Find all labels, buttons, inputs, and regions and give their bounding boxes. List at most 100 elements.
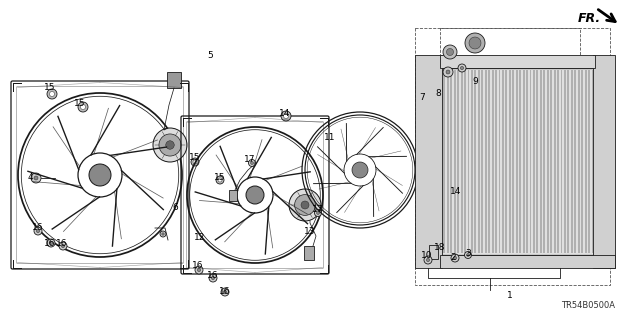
Circle shape bbox=[458, 64, 466, 72]
Bar bbox=[533, 70, 535, 253]
Bar bbox=[516, 70, 518, 253]
Text: TR54B0500A: TR54B0500A bbox=[561, 301, 615, 310]
Text: 1: 1 bbox=[507, 291, 513, 300]
Circle shape bbox=[294, 195, 316, 215]
Bar bbox=[447, 70, 449, 253]
Circle shape bbox=[317, 212, 319, 214]
Circle shape bbox=[49, 92, 54, 97]
Bar bbox=[457, 70, 459, 253]
Bar bbox=[547, 70, 548, 253]
Bar bbox=[440, 68, 595, 255]
Text: 13: 13 bbox=[304, 228, 316, 236]
Circle shape bbox=[34, 176, 38, 180]
Bar bbox=[564, 70, 566, 253]
Circle shape bbox=[211, 276, 214, 280]
Bar bbox=[536, 70, 538, 253]
Circle shape bbox=[454, 193, 460, 197]
Text: 15: 15 bbox=[189, 154, 201, 163]
Text: 7: 7 bbox=[419, 93, 425, 102]
Bar bbox=[488, 70, 490, 253]
Circle shape bbox=[197, 268, 200, 272]
Bar bbox=[471, 70, 473, 253]
Bar bbox=[561, 70, 563, 253]
Bar bbox=[543, 70, 545, 253]
Text: 6: 6 bbox=[172, 204, 178, 212]
Circle shape bbox=[166, 141, 174, 149]
Circle shape bbox=[284, 114, 289, 118]
Bar bbox=[454, 70, 456, 253]
Circle shape bbox=[223, 291, 227, 294]
Circle shape bbox=[195, 266, 203, 274]
Bar bbox=[481, 70, 483, 253]
Circle shape bbox=[248, 159, 255, 166]
Bar bbox=[519, 70, 521, 253]
Circle shape bbox=[61, 244, 65, 248]
Text: 16: 16 bbox=[56, 238, 68, 247]
Bar bbox=[526, 70, 528, 253]
Text: 2: 2 bbox=[450, 253, 456, 262]
Bar bbox=[415, 28, 610, 285]
Bar bbox=[578, 70, 580, 253]
Text: 16: 16 bbox=[207, 270, 219, 279]
Bar bbox=[585, 70, 587, 253]
Circle shape bbox=[216, 176, 224, 184]
Bar bbox=[468, 70, 470, 253]
Bar bbox=[581, 70, 583, 253]
Bar bbox=[429, 245, 438, 259]
Circle shape bbox=[221, 288, 229, 296]
Text: 16: 16 bbox=[32, 223, 44, 233]
Circle shape bbox=[281, 111, 291, 121]
Bar bbox=[492, 70, 493, 253]
Circle shape bbox=[467, 253, 469, 256]
Bar bbox=[499, 70, 500, 253]
Bar bbox=[509, 70, 511, 253]
Bar bbox=[478, 70, 480, 253]
Circle shape bbox=[443, 45, 457, 59]
Circle shape bbox=[159, 134, 181, 156]
Text: 4: 4 bbox=[27, 173, 33, 182]
Text: 11: 11 bbox=[324, 133, 336, 142]
Circle shape bbox=[251, 162, 253, 164]
Circle shape bbox=[246, 186, 264, 204]
Circle shape bbox=[314, 210, 321, 217]
Text: 8: 8 bbox=[435, 89, 441, 98]
Circle shape bbox=[452, 190, 462, 200]
Text: 3: 3 bbox=[465, 250, 471, 259]
Circle shape bbox=[465, 252, 472, 259]
Bar bbox=[495, 70, 497, 253]
Bar bbox=[529, 70, 531, 253]
Circle shape bbox=[160, 231, 166, 237]
Text: 10: 10 bbox=[421, 251, 433, 260]
Bar bbox=[167, 72, 181, 88]
Circle shape bbox=[424, 256, 432, 264]
Circle shape bbox=[451, 254, 459, 262]
Circle shape bbox=[36, 229, 40, 233]
Text: 15: 15 bbox=[74, 99, 86, 108]
Circle shape bbox=[78, 102, 88, 112]
Text: 5: 5 bbox=[207, 51, 213, 60]
Bar bbox=[571, 70, 573, 253]
Circle shape bbox=[446, 70, 450, 74]
Circle shape bbox=[465, 33, 485, 53]
Bar bbox=[440, 55, 595, 68]
Circle shape bbox=[59, 242, 67, 250]
Bar bbox=[550, 70, 552, 253]
Circle shape bbox=[153, 128, 187, 162]
Text: 16: 16 bbox=[44, 238, 56, 247]
Bar bbox=[415, 55, 442, 268]
Bar bbox=[513, 70, 514, 253]
Circle shape bbox=[218, 178, 222, 182]
Bar bbox=[506, 70, 508, 253]
Circle shape bbox=[34, 227, 42, 235]
Circle shape bbox=[193, 160, 197, 164]
Bar bbox=[554, 70, 556, 253]
Circle shape bbox=[469, 37, 481, 49]
Bar bbox=[461, 70, 463, 253]
Circle shape bbox=[460, 67, 463, 69]
Circle shape bbox=[209, 274, 217, 282]
Text: 17: 17 bbox=[312, 205, 324, 214]
Bar bbox=[464, 70, 466, 253]
Circle shape bbox=[289, 189, 321, 221]
Text: 17: 17 bbox=[244, 156, 256, 164]
Text: 18: 18 bbox=[435, 244, 445, 252]
